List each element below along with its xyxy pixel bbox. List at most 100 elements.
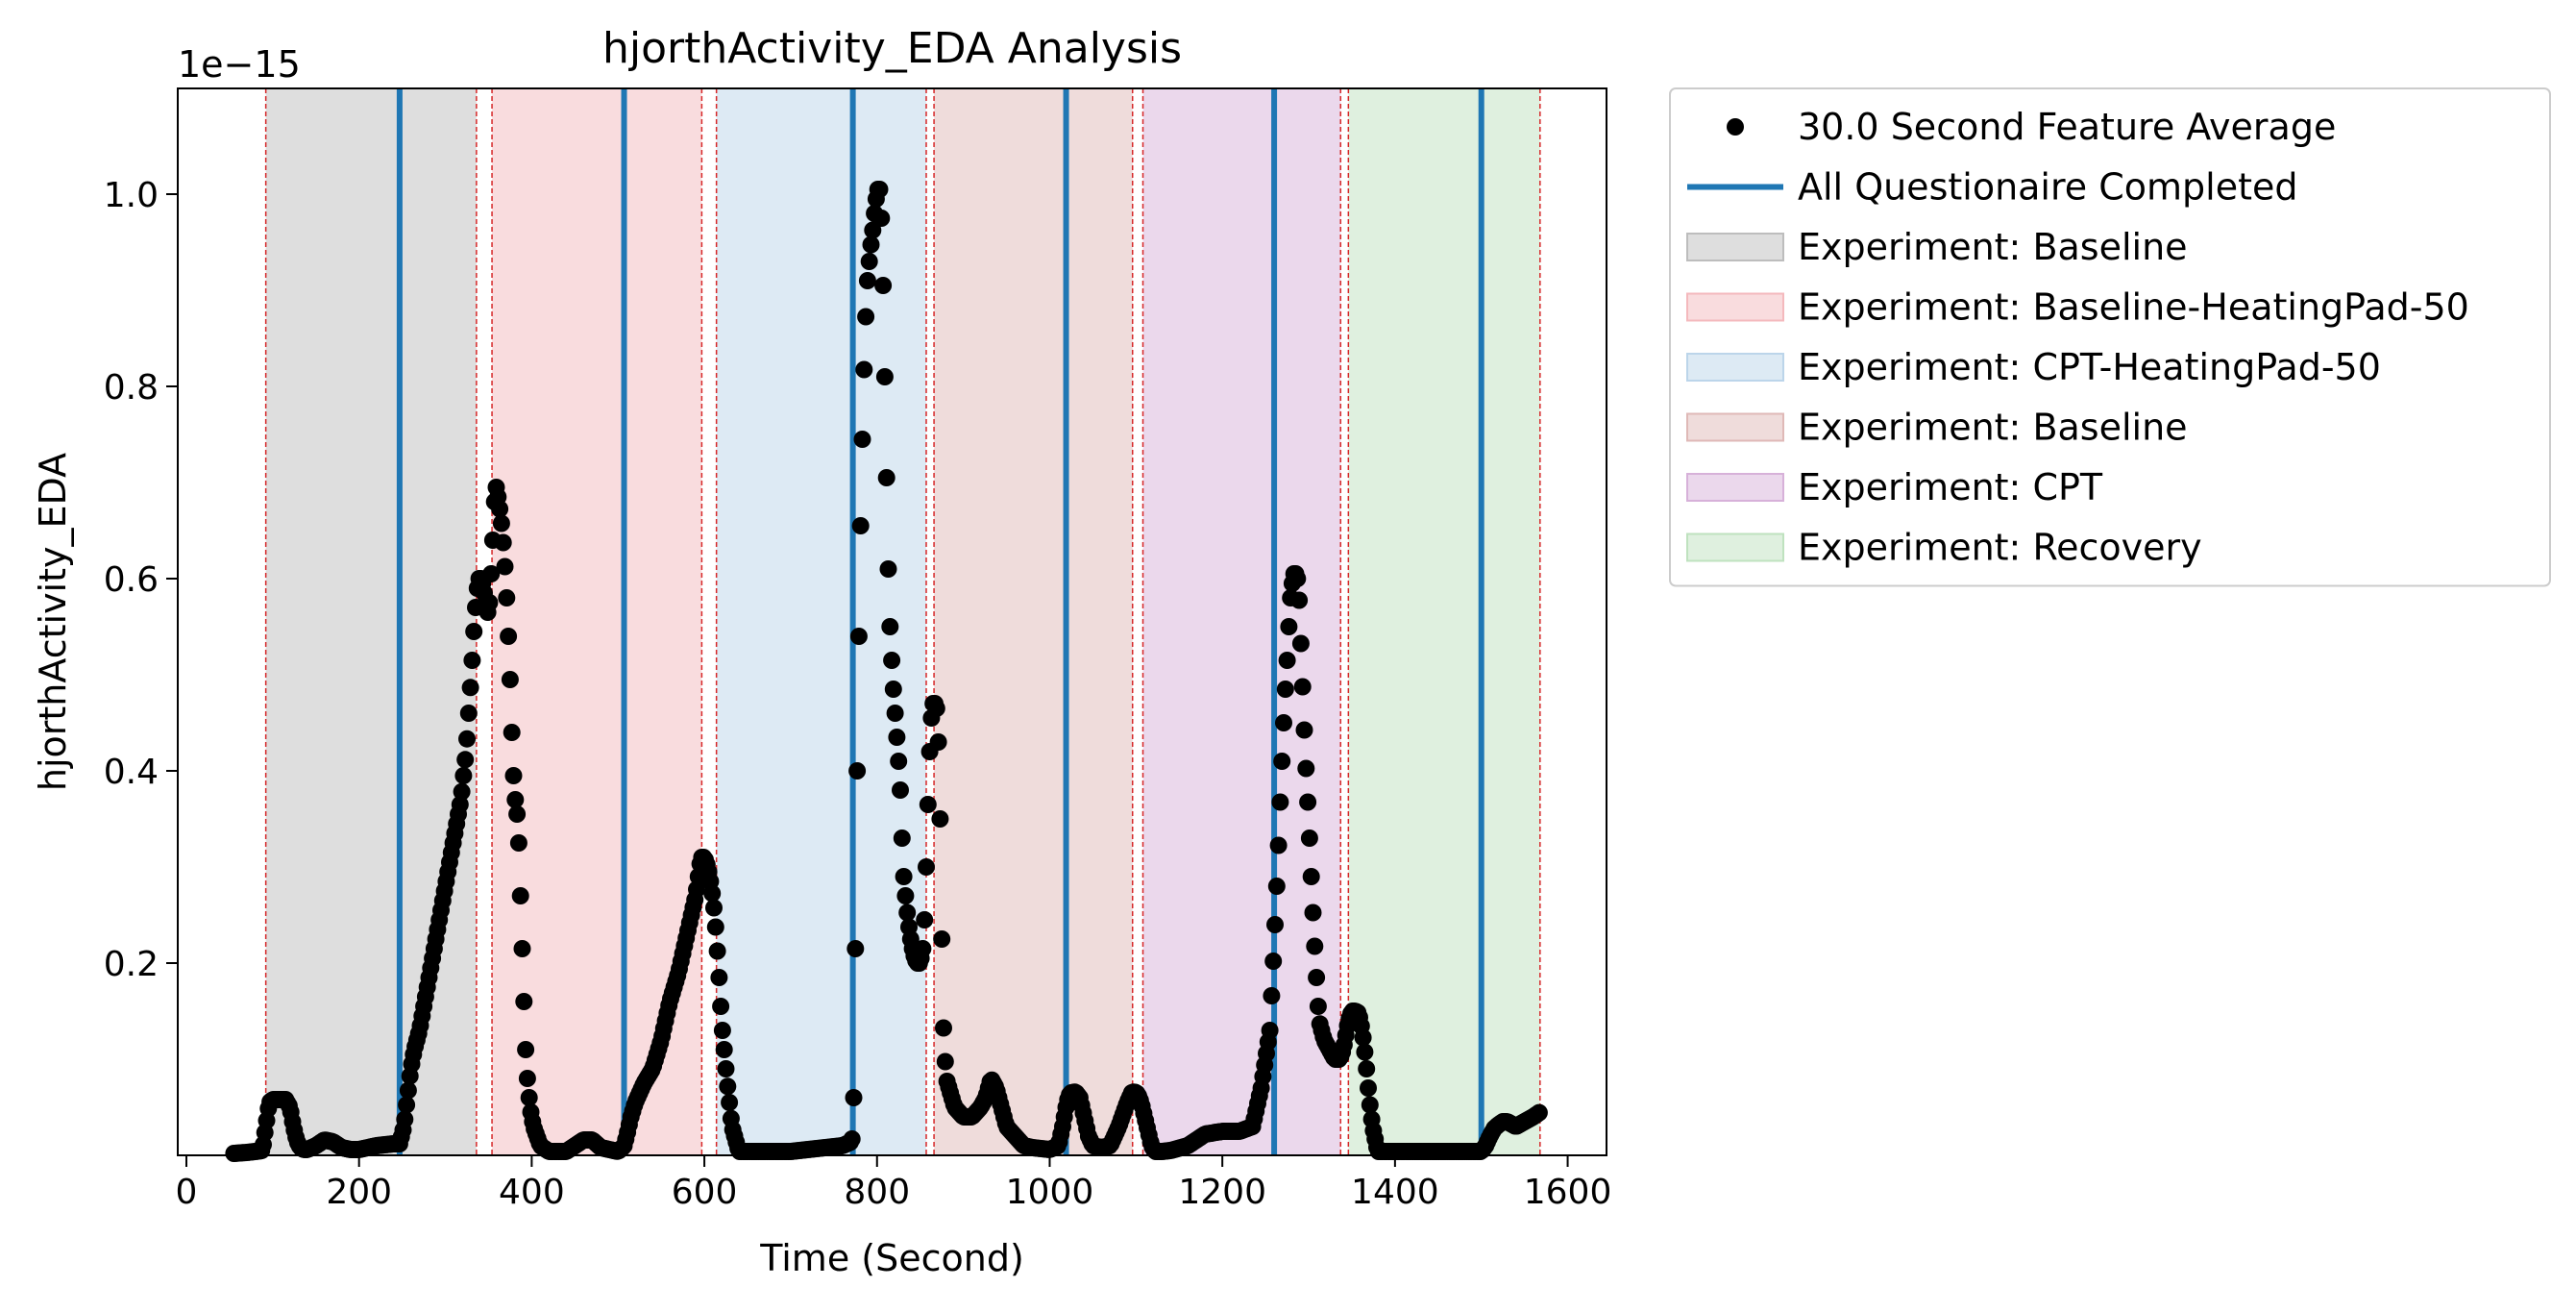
- y-axis-label: hjorthActivity_EDA: [32, 453, 74, 791]
- data-point: [712, 998, 730, 1015]
- data-point: [843, 1130, 861, 1148]
- x-axis-ticks: 0 200 400 600 800 1000 1200 1400 1600: [176, 1155, 1611, 1212]
- y-tick-label: 0.2: [104, 945, 159, 984]
- legend-patch: [1686, 473, 1784, 502]
- data-point: [1300, 829, 1318, 847]
- data-point: [918, 858, 935, 876]
- data-point: [1278, 652, 1296, 669]
- data-point: [480, 594, 499, 611]
- data-point: [508, 805, 527, 823]
- x-tick-label: 1000: [1006, 1173, 1094, 1212]
- data-point: [1269, 836, 1288, 854]
- data-point: [848, 762, 867, 780]
- data-point: [708, 942, 726, 960]
- data-point: [1358, 1060, 1376, 1077]
- x-tick-label: 1200: [1178, 1173, 1266, 1212]
- data-point: [1263, 987, 1281, 1004]
- data-point: [1295, 721, 1313, 739]
- data-point: [935, 1019, 952, 1037]
- y-axis-ticks: 0.2 0.4 0.6 0.8 1.0: [104, 176, 178, 984]
- data-point: [706, 918, 724, 936]
- data-point: [864, 221, 882, 239]
- data-point: [717, 1060, 735, 1077]
- data-point: [857, 308, 875, 326]
- data-point: [1290, 591, 1309, 609]
- data-point: [875, 368, 894, 385]
- data-point: [465, 623, 483, 640]
- data-point: [463, 652, 481, 669]
- phase-band-6: [1348, 88, 1540, 1155]
- data-point: [1266, 916, 1284, 933]
- data-point: [398, 1096, 416, 1114]
- data-point: [1288, 570, 1307, 587]
- data-point: [892, 781, 909, 799]
- x-tick-label: 400: [499, 1173, 565, 1212]
- data-point: [858, 272, 876, 289]
- legend-frame: [1669, 87, 2551, 587]
- data-point: [515, 993, 533, 1010]
- data-point: [1356, 1043, 1374, 1061]
- data-point: [491, 500, 509, 518]
- data-point: [862, 235, 880, 254]
- data-point: [504, 767, 523, 784]
- data-point: [1297, 759, 1315, 778]
- legend-label: Experiment: CPT-HeatingPad-50: [1798, 346, 2381, 388]
- data-point: [713, 1022, 731, 1039]
- phase-band-2: [492, 88, 702, 1155]
- data-point: [916, 911, 934, 928]
- data-point: [399, 1081, 417, 1100]
- data-point: [883, 652, 901, 669]
- x-tick-label: 200: [326, 1173, 392, 1212]
- data-point: [705, 899, 723, 917]
- data-point: [914, 940, 932, 957]
- data-point: [933, 930, 951, 948]
- phase-bands: [265, 88, 1540, 1155]
- data-point: [1273, 753, 1291, 770]
- data-point: [890, 753, 908, 770]
- data-point: [703, 884, 722, 903]
- questionnaire-lines: [396, 88, 1484, 1155]
- x-tick-label: 0: [176, 1173, 198, 1212]
- data-point: [496, 557, 514, 576]
- data-point: [513, 940, 531, 957]
- data-point: [1267, 878, 1286, 895]
- data-point: [520, 1089, 538, 1106]
- data-point: [871, 181, 889, 198]
- legend-patch: [1686, 353, 1784, 382]
- data-point: [851, 517, 870, 534]
- phase-band-5: [1142, 88, 1341, 1155]
- data-point: [719, 1077, 737, 1096]
- data-point: [1275, 714, 1292, 731]
- data-point: [1291, 634, 1310, 653]
- data-point: [715, 1041, 733, 1058]
- data-point: [1299, 793, 1317, 811]
- y-offset-label: 1e−15: [178, 43, 301, 86]
- legend-patch: [1686, 292, 1784, 322]
- data-point: [1293, 678, 1312, 696]
- data-point: [1264, 953, 1283, 970]
- y-tick-label: 1.0: [104, 176, 159, 215]
- data-point: [1530, 1103, 1548, 1122]
- data-point: [853, 431, 871, 448]
- legend-label: All Questionaire Completed: [1798, 166, 2298, 209]
- y-tick-label: 0.6: [104, 560, 159, 600]
- legend-patch: [1686, 233, 1784, 261]
- phase-band-4: [934, 88, 1133, 1155]
- axes-frame: [177, 87, 1607, 1156]
- data-point: [846, 940, 865, 957]
- data-point: [1361, 1096, 1379, 1114]
- data-point: [895, 868, 913, 885]
- data-point: [518, 1070, 536, 1087]
- legend-patch: [1686, 532, 1784, 562]
- data-point: [1308, 969, 1326, 986]
- data-point: [872, 210, 891, 227]
- data-point: [501, 671, 519, 688]
- data-point: [710, 969, 728, 986]
- data-point: [461, 679, 479, 697]
- data-point: [877, 469, 895, 486]
- legend-label: 30.0 Second Feature Average: [1798, 106, 2336, 148]
- data-point: [494, 533, 512, 552]
- data-point: [688, 880, 705, 899]
- data-point: [1360, 1079, 1377, 1097]
